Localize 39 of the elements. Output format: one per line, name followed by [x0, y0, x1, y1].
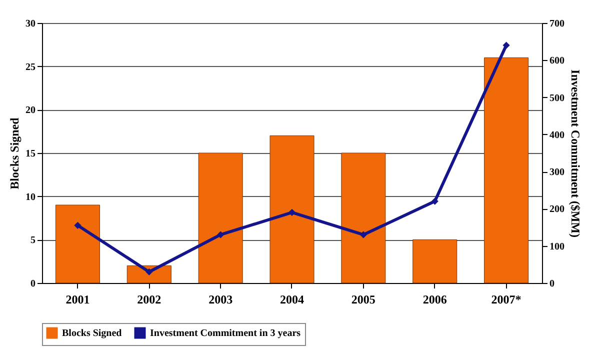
bar [484, 57, 529, 284]
x-tick-label: 2003 [208, 292, 233, 306]
bar [55, 204, 100, 284]
legend-label: Investment Commitment in 3 years [150, 328, 301, 339]
x-tick-label: 2005 [351, 292, 376, 306]
bar [412, 239, 458, 284]
y-tick-label: 0 [30, 278, 36, 290]
point [74, 222, 82, 229]
point [288, 208, 296, 216]
x-tick-label: 2002 [137, 292, 162, 306]
point [431, 198, 438, 205]
point [146, 268, 153, 276]
legend-label: Blocks Signed [62, 328, 122, 339]
x-tick-label: 2006 [422, 292, 447, 306]
bar [341, 152, 386, 284]
y2-tick-label: 400 [550, 130, 564, 141]
x-tick-label: 2007* [491, 292, 522, 306]
point [217, 231, 224, 238]
y-tick-label: 30 [26, 18, 36, 30]
point [360, 231, 367, 238]
y2-tick-label: 700 [550, 18, 564, 30]
y2-tick-label: 300 [550, 167, 564, 178]
y2-tick-label: 600 [550, 56, 564, 67]
x-tick-label: 2001 [66, 292, 90, 306]
y-tick-label: 10 [26, 192, 36, 203]
y2-tick-label: 200 [550, 204, 564, 216]
y-axis-title: Blocks Signed [8, 117, 22, 190]
y2-axis-title: Investment Commitment ($MM) [568, 70, 582, 238]
x-tick-label: 2004 [280, 292, 304, 306]
y-tick-label: 20 [26, 105, 36, 116]
y2-tick-label: 0 [550, 278, 554, 290]
y-tick-label: 25 [26, 62, 36, 73]
y2-tick-label: 500 [550, 92, 564, 104]
bar [270, 135, 314, 284]
point [502, 42, 510, 49]
y-tick-label: 15 [26, 148, 36, 160]
y-tick-label: 5 [30, 235, 36, 246]
y2-tick-label: 100 [550, 241, 564, 252]
bar [198, 152, 243, 284]
